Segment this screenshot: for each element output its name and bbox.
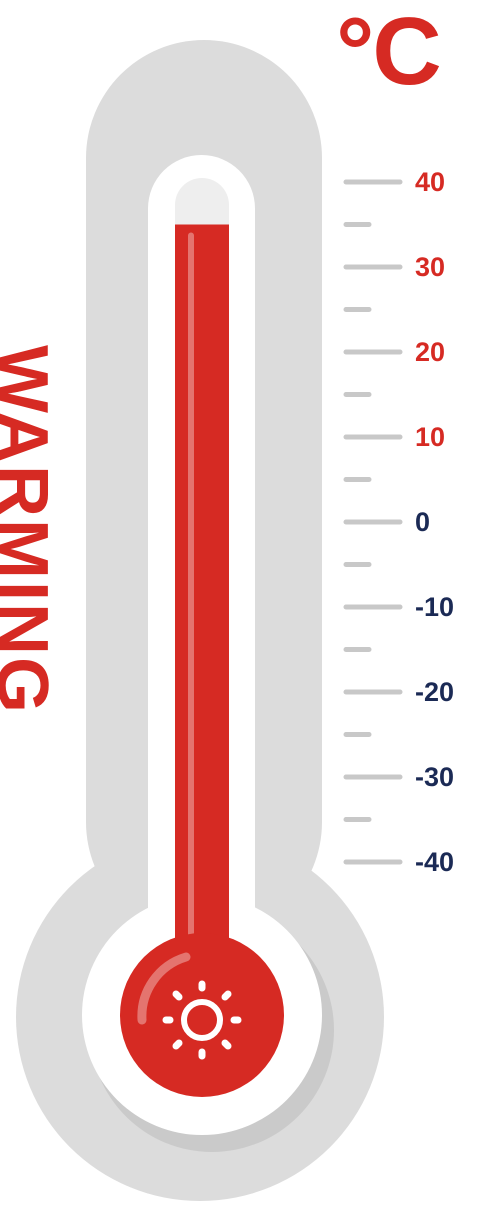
unit-label: °C <box>336 0 442 105</box>
mercury-column <box>175 224 229 975</box>
scale-label: 0 <box>415 507 431 537</box>
scale-label: 20 <box>415 337 446 367</box>
bulb-highlight <box>137 952 191 1025</box>
scale-ticks <box>343 179 403 865</box>
scale-label: 30 <box>415 252 446 282</box>
mercury-highlight <box>188 232 194 938</box>
scale-label: 40 <box>415 167 446 197</box>
scale-label: -20 <box>415 677 455 707</box>
sun-icon <box>162 980 242 1060</box>
scale-label: -40 <box>415 847 455 877</box>
scale-label: -30 <box>415 762 455 792</box>
scale-label: 10 <box>415 422 446 452</box>
mercury-bulb <box>120 933 284 1097</box>
side-word: WARMING <box>0 345 62 715</box>
scale-label: -10 <box>415 592 455 622</box>
